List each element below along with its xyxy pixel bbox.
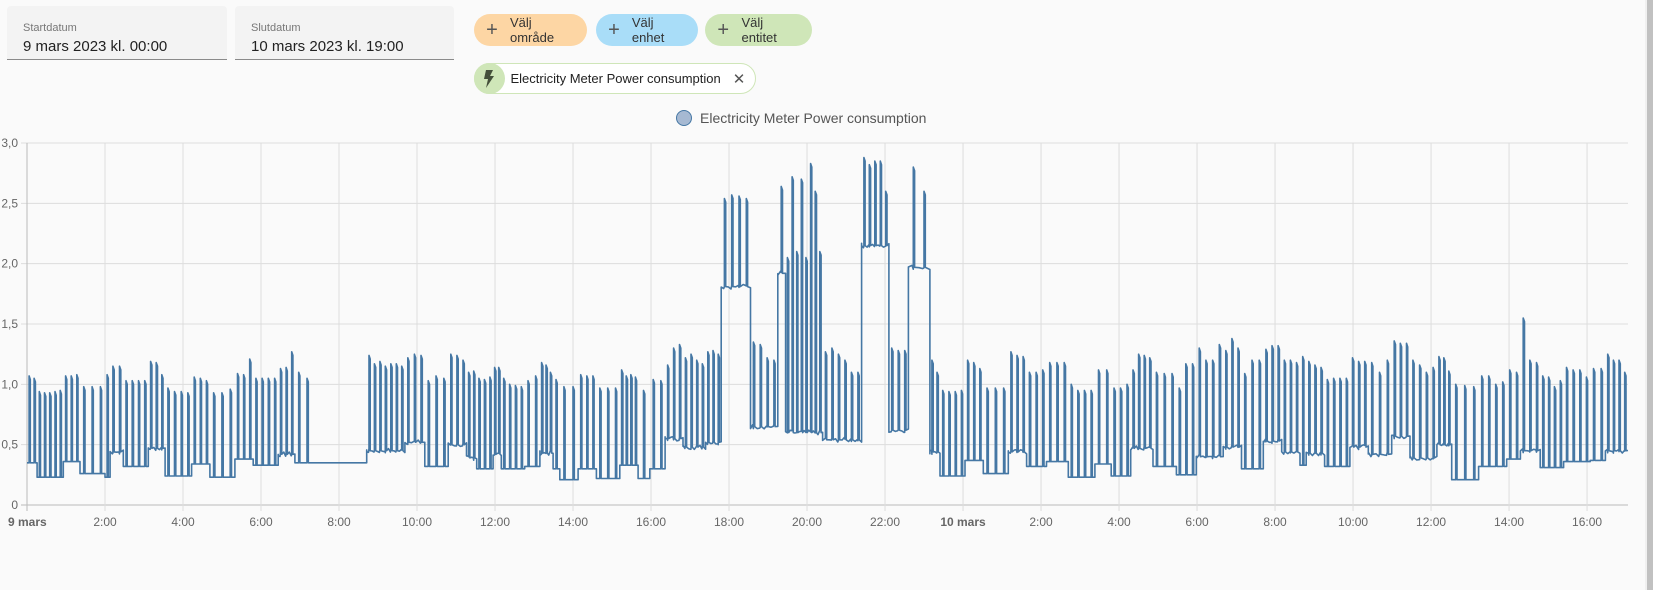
choose-entity-label: Välj entitet xyxy=(741,15,777,45)
selected-entity-label: Electricity Meter Power consumption xyxy=(510,71,721,86)
end-date-label: Slutdatum xyxy=(251,22,301,34)
y-tick-label: 0 xyxy=(11,498,18,512)
x-tick-label: 4:00 xyxy=(171,515,195,529)
choose-device-label: Välj enhet xyxy=(631,15,665,45)
x-tick-label: 8:00 xyxy=(1263,515,1287,529)
x-tick-label: 9 mars xyxy=(8,515,47,529)
x-tick-label: 2:00 xyxy=(93,515,117,529)
x-tick-label: 22:00 xyxy=(870,515,900,529)
y-tick-label: 3,0 xyxy=(1,136,18,150)
end-date-field[interactable]: Slutdatum 10 mars 2023 kl. 19:00 xyxy=(235,6,454,60)
choose-area-button[interactable]: + Välj område xyxy=(474,14,587,46)
x-tick-label: 2:00 xyxy=(1029,515,1053,529)
x-tick-label: 20:00 xyxy=(792,515,822,529)
start-date-value: 9 mars 2023 kl. 00:00 xyxy=(23,38,168,55)
x-tick-label: 4:00 xyxy=(1107,515,1131,529)
x-tick-label: 12:00 xyxy=(480,515,510,529)
scrollbar-thumb[interactable] xyxy=(1647,0,1653,590)
y-tick-label: 2,0 xyxy=(1,257,18,271)
x-tick-label: 6:00 xyxy=(249,515,273,529)
plus-icon: + xyxy=(608,19,620,41)
series-line-electricity-meter-power xyxy=(27,156,1629,481)
choose-device-button[interactable]: + Välj enhet xyxy=(596,14,698,46)
legend-label: Electricity Meter Power consumption xyxy=(700,110,927,126)
legend-color-dot xyxy=(676,110,692,126)
choose-entity-button[interactable]: + Välj entitet xyxy=(705,14,812,46)
x-tick-label: 10:00 xyxy=(1338,515,1368,529)
start-date-label: Startdatum xyxy=(23,22,77,34)
x-tick-label: 16:00 xyxy=(1572,515,1602,529)
x-tick-label: 18:00 xyxy=(714,515,744,529)
choose-area-label: Välj område xyxy=(509,15,555,45)
y-tick-label: 2,5 xyxy=(1,196,18,210)
x-tick-label: 16:00 xyxy=(636,515,666,529)
x-tick-label: 12:00 xyxy=(1416,515,1446,529)
x-tick-label: 10:00 xyxy=(402,515,432,529)
x-tick-label: 6:00 xyxy=(1185,515,1209,529)
selected-entity-chip[interactable]: Electricity Meter Power consumption ✕ xyxy=(473,63,757,94)
x-tick-label: 10 mars xyxy=(940,515,986,529)
start-date-field[interactable]: Startdatum 9 mars 2023 kl. 00:00 xyxy=(7,6,227,60)
y-tick-label: 1,0 xyxy=(1,377,18,391)
flash-icon xyxy=(473,63,505,94)
x-tick-label: 8:00 xyxy=(327,515,351,529)
plus-icon: + xyxy=(486,19,498,41)
remove-entity-close-icon[interactable]: ✕ xyxy=(732,70,746,88)
x-tick-label: 14:00 xyxy=(1494,515,1524,529)
end-date-value: 10 mars 2023 kl. 19:00 xyxy=(251,38,404,55)
chart-legend-item[interactable]: Electricity Meter Power consumption xyxy=(676,110,926,126)
y-tick-label: 1,5 xyxy=(1,317,18,331)
x-tick-label: 14:00 xyxy=(558,515,588,529)
plus-icon: + xyxy=(717,19,730,41)
y-tick-label: 0,5 xyxy=(1,438,18,452)
